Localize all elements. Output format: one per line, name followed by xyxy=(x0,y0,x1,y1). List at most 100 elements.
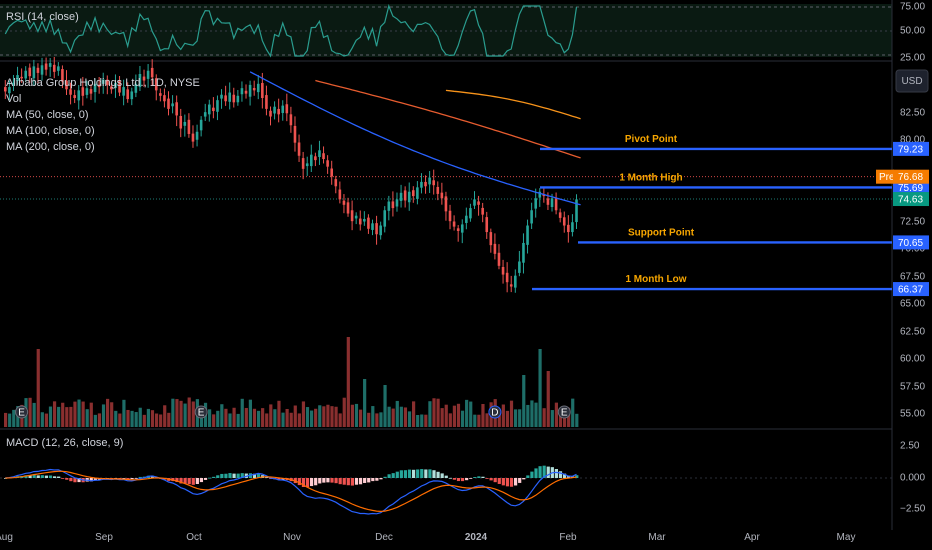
volume-bar xyxy=(273,409,277,427)
macd-hist-bar xyxy=(383,476,387,478)
event-marker[interactable] xyxy=(194,405,208,419)
macd-hist-bar xyxy=(407,469,412,478)
macd-pane[interactable]: MACD (12, 26, close, 9) 2.50 0.000 −2.50 xyxy=(0,437,926,515)
price-tick: 72.50 xyxy=(900,217,925,228)
time-axis[interactable]: Aug Sep Oct Nov Dec 2024 Feb Mar Apr May xyxy=(0,532,855,543)
macd-hist-bar xyxy=(399,470,403,478)
event-marker[interactable] xyxy=(557,405,571,419)
volume-bar xyxy=(420,414,424,427)
macd-hist-bar xyxy=(465,478,469,481)
volume-bar xyxy=(187,397,191,427)
volume-bar xyxy=(142,414,146,427)
ma100-indicator-label[interactable]: MA (100, close, 0) xyxy=(6,125,95,137)
volume-bar xyxy=(269,404,273,427)
macd-hist-bar xyxy=(326,478,330,483)
event-marker[interactable] xyxy=(15,405,29,419)
volume-bar xyxy=(314,408,318,427)
currency-label[interactable]: USD xyxy=(901,76,922,87)
macd-hist-bar xyxy=(526,475,530,478)
macd-hist-bar xyxy=(489,478,493,481)
macd-hist-bar xyxy=(240,473,244,478)
candle-body xyxy=(346,202,350,214)
candle-body xyxy=(195,131,199,140)
candle-body xyxy=(403,190,407,201)
candle-body xyxy=(452,221,456,227)
candle-body xyxy=(546,198,550,205)
volume-bar xyxy=(575,413,579,427)
time-tick: Feb xyxy=(559,532,577,543)
premarket-tag: Pre xyxy=(879,172,895,183)
macd-hist-bar xyxy=(305,478,310,488)
macd-hist-bar xyxy=(509,478,514,487)
macd-hist-bar xyxy=(52,476,57,478)
macd-hist-bar xyxy=(542,465,546,478)
macd-hist-bar xyxy=(40,475,44,478)
macd-hist-bar xyxy=(567,475,571,478)
candle-body xyxy=(146,70,150,79)
volume-indicator-label[interactable]: Vol xyxy=(6,93,21,105)
macd-hist-bar xyxy=(497,478,501,484)
volume-bar xyxy=(81,401,85,427)
symbol-title[interactable]: Alibaba Group Holdings Ltd., 1D, NYSE xyxy=(6,77,200,89)
premarket-price-label: 76.68 xyxy=(898,172,923,183)
volume-bar xyxy=(28,397,32,427)
candle-body xyxy=(261,82,264,98)
volume-bar xyxy=(399,406,403,427)
macd-hist-bar xyxy=(203,478,208,480)
volume-bar xyxy=(346,337,350,427)
volume-bar xyxy=(481,404,485,427)
candle-body xyxy=(183,121,187,126)
level-price-label: 79.23 xyxy=(898,144,923,155)
price-pane[interactable]: Pivot Point 1 Month High Support Point 1 Mo… xyxy=(0,56,929,427)
price-axis[interactable]: USD 82.50 80.00 72.50 70.00 67.50 65.00 … xyxy=(876,69,929,420)
rsi-pane[interactable]: RSI (14, close) 75.00 50.00 25.00 xyxy=(0,2,925,64)
candle-body xyxy=(208,104,211,115)
volume-bar xyxy=(89,402,93,427)
support-resistance-levels[interactable]: Pivot Point 1 Month High Support Point 1 Mo… xyxy=(532,134,892,291)
volume-bar xyxy=(224,408,228,427)
volume-bar xyxy=(424,414,428,427)
candle-body xyxy=(61,69,64,82)
currency-button[interactable] xyxy=(895,69,929,93)
candle-body xyxy=(150,67,154,78)
volume-bar xyxy=(159,414,163,427)
candle-body xyxy=(489,232,493,246)
candle-body xyxy=(428,177,431,185)
macd-hist-bar xyxy=(36,475,40,478)
volume-bar xyxy=(146,408,150,427)
macd-hist-bar xyxy=(265,477,269,478)
macd-hist-bar xyxy=(322,478,326,483)
event-marker[interactable] xyxy=(488,405,502,419)
candle-body xyxy=(526,225,529,245)
volume-bar xyxy=(562,413,567,427)
macd-hist-bar xyxy=(428,469,432,478)
candle-body xyxy=(518,261,521,273)
macd-hist-bar xyxy=(61,478,65,479)
ma50-indicator-label[interactable]: MA (50, close, 0) xyxy=(6,109,89,121)
candle-body xyxy=(550,198,554,207)
volume-bar xyxy=(36,349,40,427)
macd-hist-bar xyxy=(28,475,32,478)
price-tick: 80.00 xyxy=(900,135,925,146)
candle-body xyxy=(448,210,452,222)
volume-bar xyxy=(322,406,326,427)
volume-bar xyxy=(97,413,102,427)
macd-hist-bar xyxy=(395,471,399,478)
volume-bar xyxy=(334,406,338,427)
candle-body xyxy=(473,199,476,206)
volume-bar xyxy=(542,408,546,427)
level-price-label: 75.69 xyxy=(898,183,923,194)
macd-hist-bar xyxy=(89,478,93,482)
macd-hist-bar xyxy=(358,478,363,485)
level-price-badge xyxy=(893,180,929,195)
macd-hist-bar xyxy=(134,478,138,479)
volume-bar xyxy=(175,399,179,427)
time-tick: Apr xyxy=(744,532,760,543)
volume-bar xyxy=(150,410,155,427)
volume-bar xyxy=(101,404,106,427)
candle-body xyxy=(509,284,513,287)
ma200-indicator-label[interactable]: MA (200, close, 0) xyxy=(6,141,95,153)
candle-body xyxy=(16,75,19,81)
volume-bar xyxy=(236,413,240,427)
